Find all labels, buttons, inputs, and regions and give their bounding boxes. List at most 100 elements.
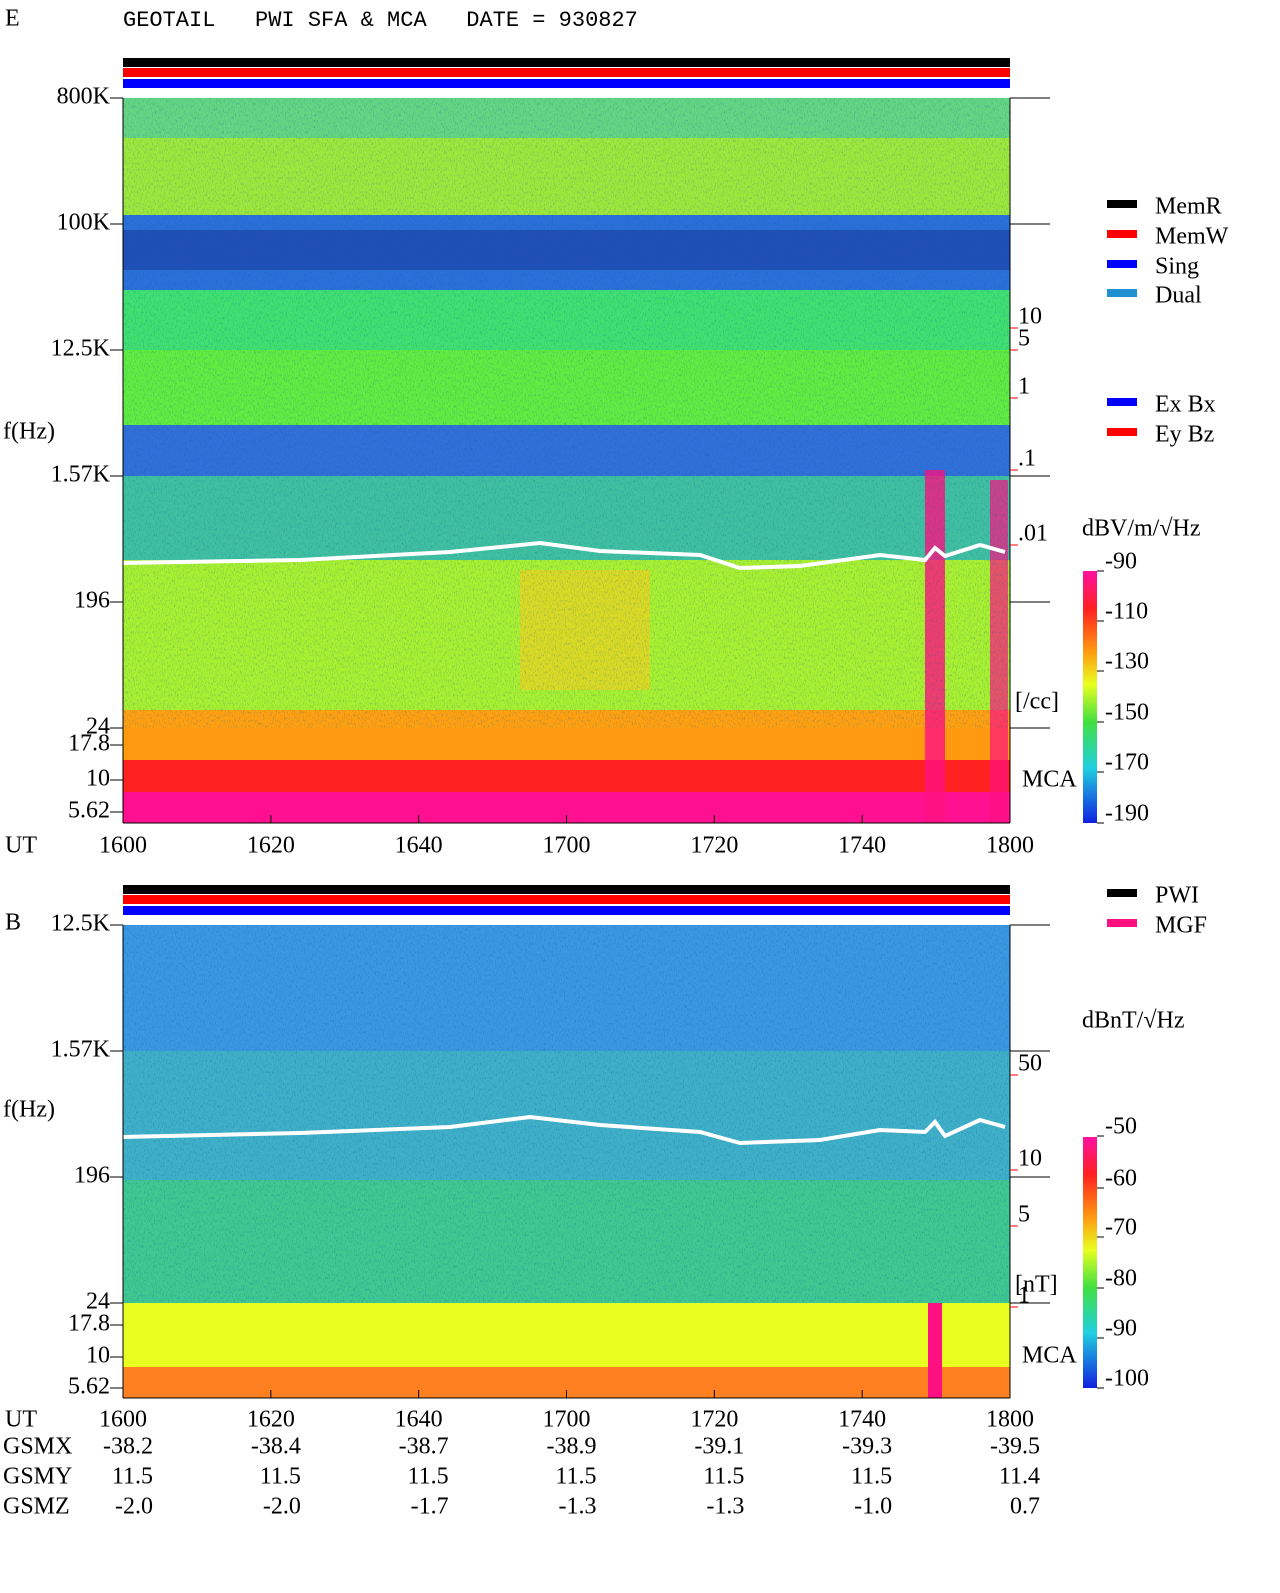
ephemeris-value: 11.5 xyxy=(703,1464,744,1490)
freq-tick-label: 10 xyxy=(86,1343,110,1369)
freq-tick-label: 10 xyxy=(86,766,110,792)
legend-swatch xyxy=(1107,260,1137,268)
ephemeris-label: GSMY xyxy=(3,1464,72,1490)
ephemeris-value: -38.4 xyxy=(251,1434,301,1460)
mca-label: MCA xyxy=(1022,1343,1077,1369)
mca-label: MCA xyxy=(1022,767,1077,793)
ephemeris-value: -1.3 xyxy=(706,1494,744,1520)
legend-swatch xyxy=(1107,919,1137,927)
colorbar-tick-label: -130 xyxy=(1105,649,1149,675)
density-tick-label: 5 xyxy=(1018,326,1030,352)
legend-swatch xyxy=(1107,398,1137,406)
time-tick-label: 1800 xyxy=(986,833,1034,859)
freq-tick-label: 100K xyxy=(57,210,111,236)
legend-swatch xyxy=(1107,230,1137,238)
legend-label: MemR xyxy=(1155,194,1222,220)
density-tick-label: 1 xyxy=(1018,374,1030,400)
time-label: UT xyxy=(5,833,37,859)
title: GEOTAIL PWI SFA & MCA DATE = 930827 xyxy=(123,8,638,33)
ephemeris-value: 11.5 xyxy=(260,1464,301,1490)
freq-tick-label: 12.5K xyxy=(51,336,111,362)
freq-tick-label: 12.5K xyxy=(51,911,111,937)
colorbar-e xyxy=(1083,571,1097,823)
ephemeris-value: 11.5 xyxy=(851,1464,892,1490)
density-tick-label: 10 xyxy=(1018,304,1042,330)
panel-label: E xyxy=(5,6,20,32)
ephemeris-label: GSMZ xyxy=(3,1494,70,1520)
panel-label: B xyxy=(5,910,21,936)
colorbar-unit: dBnT/√Hz xyxy=(1082,1008,1185,1034)
spectrogram-e xyxy=(122,98,1010,823)
legend-label: Sing xyxy=(1155,254,1199,280)
legend-swatch xyxy=(1107,889,1137,897)
freq-tick-label: 1.57K xyxy=(51,462,111,488)
colorbar-unit: dBV/m/√Hz xyxy=(1082,516,1201,542)
freq-tick-label: 5.62 xyxy=(68,798,110,824)
ephemeris-value: -39.3 xyxy=(842,1434,892,1460)
ephemeris-value: -38.9 xyxy=(547,1434,597,1460)
time-tick-label: 1620 xyxy=(247,833,295,859)
legend-swatch xyxy=(1107,200,1137,208)
legend-label: Ey Bz xyxy=(1155,422,1214,448)
time-tick-label: 1620 xyxy=(247,1407,295,1433)
freq-label: f(Hz) xyxy=(3,419,55,445)
legend-label: Ex Bx xyxy=(1155,392,1216,418)
colorbar-tick-label: -90 xyxy=(1105,1316,1137,1342)
ephemeris-value: -1.0 xyxy=(854,1494,892,1520)
ephemeris-value: 11.5 xyxy=(555,1464,596,1490)
freq-tick-label: 17.8 xyxy=(68,1311,110,1337)
freq-label: f(Hz) xyxy=(3,1097,55,1123)
freq-tick-label: 196 xyxy=(74,1163,110,1189)
time-label: UT xyxy=(5,1407,37,1433)
time-tick-label: 1640 xyxy=(395,833,443,859)
ephemeris-value: -2.0 xyxy=(263,1494,301,1520)
density-tick-label: 10 xyxy=(1018,1146,1042,1172)
status-bars xyxy=(123,58,1010,915)
time-tick-label: 1700 xyxy=(543,833,591,859)
ephemeris-value: -1.3 xyxy=(559,1494,597,1520)
time-tick-label: 1600 xyxy=(99,1407,147,1433)
freq-tick-label: 24 xyxy=(86,1289,110,1315)
freq-tick-label: 800K xyxy=(57,84,111,110)
spectrogram-b xyxy=(122,925,1010,1398)
ephemeris-value: 11.5 xyxy=(112,1464,153,1490)
legend-swatch xyxy=(1107,289,1137,297)
time-tick-label: 1700 xyxy=(543,1407,591,1433)
colorbar-tick-label: -50 xyxy=(1105,1114,1137,1140)
density-unit: [nT] xyxy=(1015,1272,1058,1298)
density-tick-label: 50 xyxy=(1018,1051,1042,1077)
legend-swatch xyxy=(1107,428,1137,436)
time-tick-label: 1720 xyxy=(690,833,738,859)
ephemeris-value: -1.7 xyxy=(411,1494,449,1520)
ephemeris-value: 11.5 xyxy=(408,1464,449,1490)
density-unit: [/cc] xyxy=(1015,689,1059,715)
freq-tick-label: 24 xyxy=(86,714,110,740)
freq-tick-label: 5.62 xyxy=(68,1374,110,1400)
legend-label: Dual xyxy=(1155,283,1202,309)
colorbar-tick-label: -70 xyxy=(1105,1215,1137,1241)
time-tick-label: 1600 xyxy=(99,833,147,859)
ephemeris-value: 11.4 xyxy=(999,1464,1040,1490)
ephemeris-label: GSMX xyxy=(3,1434,72,1460)
colorbar-tick-label: -190 xyxy=(1105,801,1149,827)
density-tick-label: 1 xyxy=(1018,1283,1030,1309)
time-tick-label: 1720 xyxy=(690,1407,738,1433)
colorbar-tick-label: -110 xyxy=(1105,599,1148,625)
colorbar-tick-label: -80 xyxy=(1105,1266,1137,1292)
colorbar-tick-label: -90 xyxy=(1105,549,1137,575)
ephemeris-value: -39.5 xyxy=(990,1434,1040,1460)
colorbar-tick-label: -60 xyxy=(1105,1166,1137,1192)
colorbar-tick-label: -170 xyxy=(1105,750,1149,776)
freq-tick-label: 196 xyxy=(74,588,110,614)
density-tick-label: .01 xyxy=(1018,521,1048,547)
ephemeris-value: -39.1 xyxy=(694,1434,744,1460)
time-tick-label: 1800 xyxy=(986,1407,1034,1433)
time-tick-label: 1740 xyxy=(838,1407,886,1433)
legend-label: MemW xyxy=(1155,224,1229,250)
freq-tick-label: 17.8 xyxy=(68,731,110,757)
time-tick-label: 1740 xyxy=(838,833,886,859)
legend-label: MGF xyxy=(1155,913,1207,939)
ephemeris-value: -38.7 xyxy=(399,1434,449,1460)
colorbar-b xyxy=(1083,1137,1097,1388)
